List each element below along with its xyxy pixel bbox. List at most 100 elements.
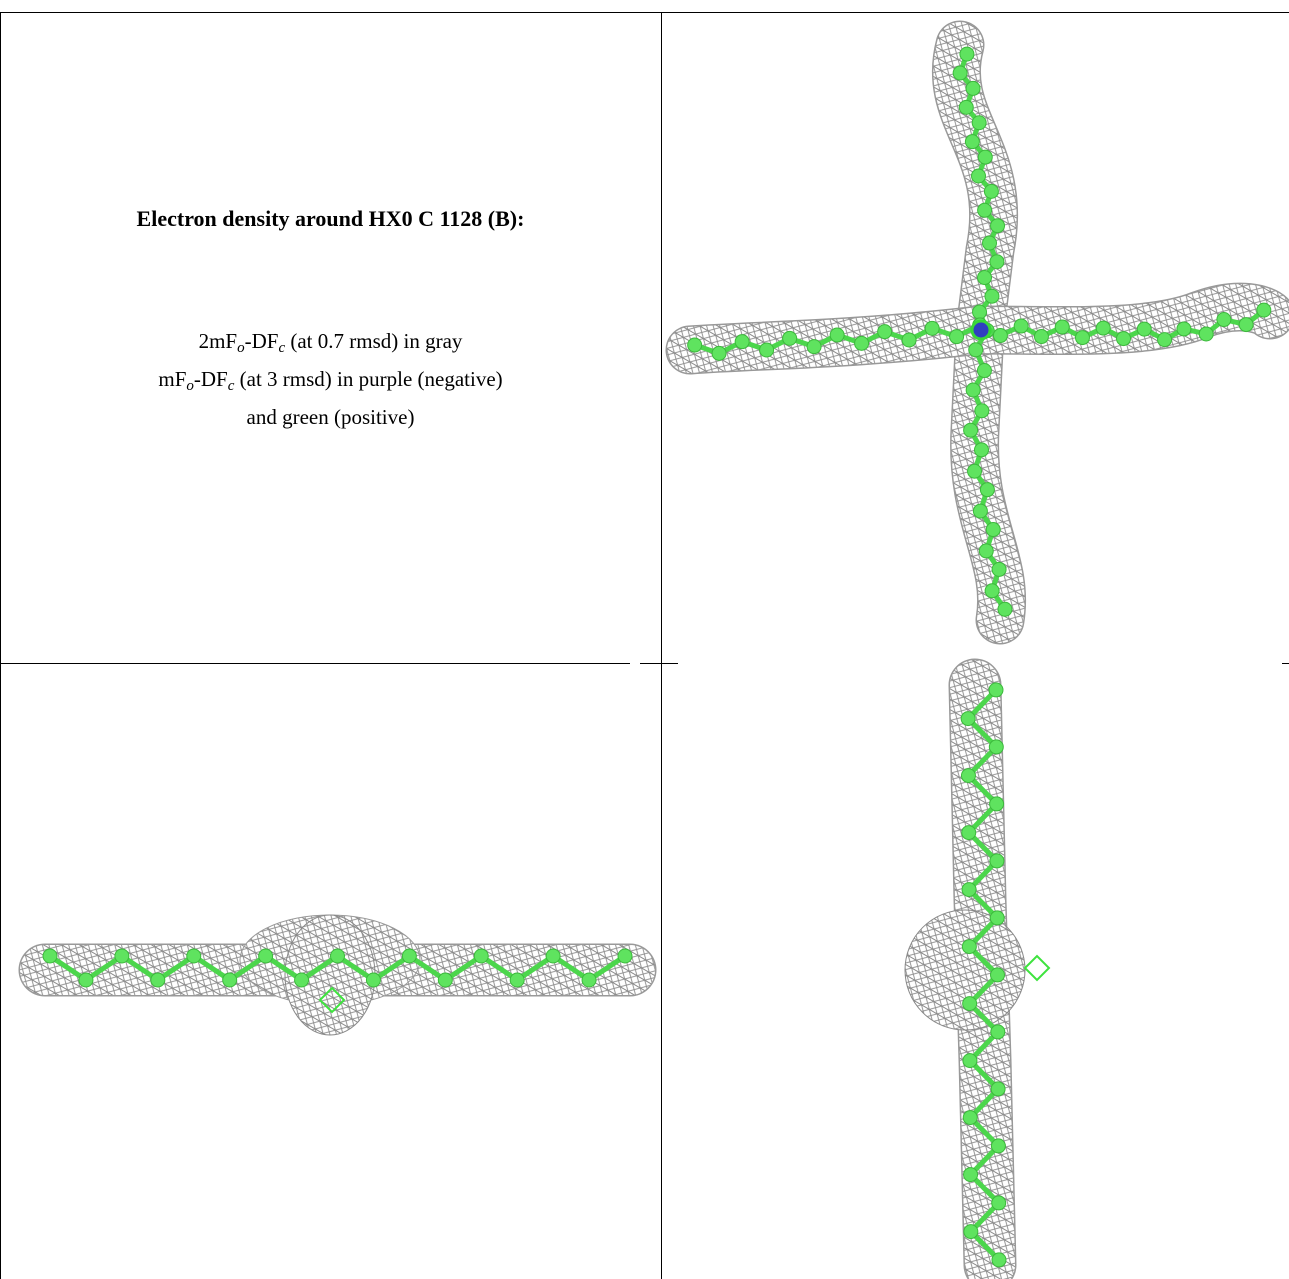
atom: [474, 949, 488, 963]
atom: [712, 346, 726, 360]
atom: [1217, 313, 1231, 327]
atom: [989, 740, 1003, 754]
density-core: [905, 910, 1025, 1030]
atom: [991, 1082, 1005, 1096]
atom: [1239, 318, 1253, 332]
atom: [984, 184, 998, 198]
atom: [978, 203, 992, 217]
atom: [962, 826, 976, 840]
atom: [986, 523, 1000, 537]
atom: [402, 949, 416, 963]
atom: [546, 949, 560, 963]
atom: [43, 949, 57, 963]
legend-line: 2mFo-DFc (at 0.7 rmsd) in gray: [0, 322, 661, 360]
atom: [985, 584, 999, 598]
atom: [1137, 322, 1151, 336]
atom: [992, 562, 1006, 576]
legend-text: mF: [158, 367, 186, 391]
legend-text: (at 3 rmsd) in purple (negative): [234, 367, 502, 391]
atom: [973, 504, 987, 518]
legend-text: 2mF: [199, 329, 238, 353]
atom: [965, 135, 979, 149]
atom: [972, 116, 986, 130]
legend-text: -DF: [245, 329, 279, 353]
atom: [830, 328, 844, 342]
atom: [979, 544, 993, 558]
atom: [438, 973, 452, 987]
atom: [1075, 331, 1089, 345]
atom: [1096, 321, 1110, 335]
atom: [1055, 320, 1069, 334]
atom: [993, 329, 1007, 343]
atom: [962, 883, 976, 897]
atom: [991, 1139, 1005, 1153]
atom: [978, 150, 992, 164]
atom: [259, 949, 273, 963]
atom: [990, 255, 1004, 269]
atom: [959, 100, 973, 114]
atom: [1034, 330, 1048, 344]
atom: [331, 949, 345, 963]
atom: [990, 854, 1004, 868]
subscript: o: [237, 340, 245, 356]
atom: [975, 404, 989, 418]
atom: [990, 911, 1004, 925]
atom: [1014, 319, 1028, 333]
atom: [79, 973, 93, 987]
atom: [807, 340, 821, 354]
atom: [980, 483, 994, 497]
atom: [964, 1225, 978, 1239]
atom: [902, 333, 916, 347]
atom: [582, 973, 596, 987]
table-borders: [0, 12, 1289, 1279]
atom: [969, 343, 983, 357]
atom: [366, 973, 380, 987]
atom: [187, 949, 201, 963]
atom: [953, 66, 967, 80]
atom: [966, 383, 980, 397]
subscript: o: [186, 378, 194, 394]
atom: [783, 331, 797, 345]
atom: [1199, 327, 1213, 341]
atom: [688, 338, 702, 352]
atom: [962, 940, 976, 954]
atom: [966, 81, 980, 95]
atom: [510, 973, 524, 987]
page: {"panel": { "title": "Electron density a…: [0, 0, 1289, 1279]
atom: [950, 330, 964, 344]
legend-line: mFo-DFc (at 3 rmsd) in purple (negative): [0, 360, 661, 398]
atom: [991, 1025, 1005, 1039]
atom: [985, 289, 999, 303]
atom: [989, 683, 1003, 697]
atom: [960, 47, 974, 61]
atom: [992, 1196, 1006, 1210]
legend-text: (at 0.7 rmsd) in gray: [285, 329, 462, 353]
atom: [1177, 322, 1191, 336]
atom: [925, 321, 939, 335]
atom: [963, 997, 977, 1011]
atom: [1117, 332, 1131, 346]
atom: [295, 973, 309, 987]
atom: [983, 236, 997, 250]
atom: [974, 443, 988, 457]
atom: [977, 364, 991, 378]
atom: [760, 343, 774, 357]
figure-table: [0, 0, 1289, 1279]
atom: [963, 1111, 977, 1125]
atom: [151, 973, 165, 987]
atom: [968, 464, 982, 478]
atom: [990, 797, 1004, 811]
positive-peak: [1025, 956, 1049, 980]
atom: [973, 305, 987, 319]
legend-text: and green (positive): [247, 405, 415, 429]
atom: [992, 1253, 1006, 1267]
atom: [998, 602, 1012, 616]
atom: [115, 949, 129, 963]
atom: [735, 335, 749, 349]
atom: [961, 769, 975, 783]
atom: [878, 325, 892, 339]
panel-title: Electron density around HX0 C 1128 (B):: [0, 206, 661, 232]
atom: [964, 423, 978, 437]
atom: [963, 1054, 977, 1068]
